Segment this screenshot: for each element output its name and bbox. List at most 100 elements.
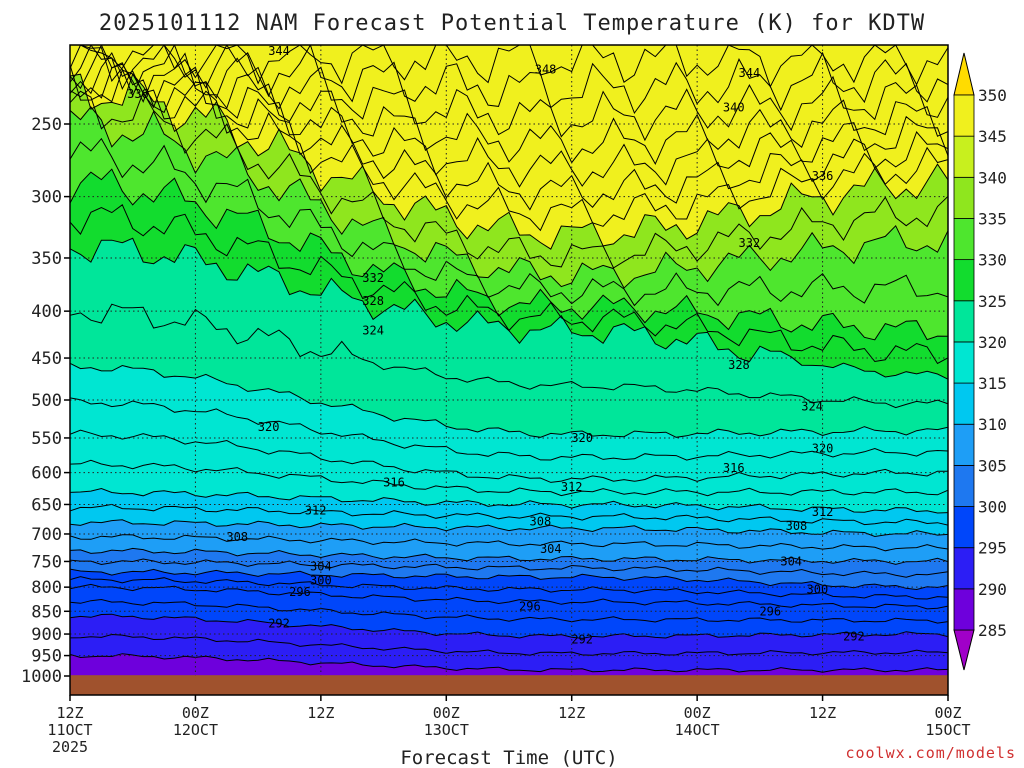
colorbar-segment	[953, 259, 975, 302]
isentrope-310	[70, 503, 948, 526]
chart-title: 2025101112 NAM Forecast Potential Temper…	[99, 11, 925, 36]
credit-text: coolwx.com/models	[845, 744, 1016, 762]
isentrope-326	[70, 204, 948, 365]
colorbar-label: 335	[978, 209, 1007, 228]
contour-label: 304	[540, 542, 562, 556]
colorbar-segment	[953, 341, 975, 384]
contour-label: 296	[289, 585, 311, 599]
x-tick-label: 11OCT	[47, 721, 92, 739]
contour-label: 304	[310, 560, 332, 574]
y-tick-label: 900	[31, 625, 62, 645]
x-tick-label: 12Z	[809, 704, 836, 722]
colorbar-top-arrow	[953, 52, 975, 96]
x-tick-label: 12Z	[307, 704, 334, 722]
contour-label: 292	[843, 629, 865, 643]
colorbar-segment	[953, 423, 975, 466]
contour-label: 344	[268, 44, 290, 58]
y-tick-label: 950	[31, 647, 62, 667]
isentrope-306	[70, 534, 948, 552]
contour-label: 336	[127, 87, 149, 101]
y-tick-label: 850	[31, 602, 62, 622]
colorbar-segment	[953, 218, 975, 261]
grid-lines	[70, 45, 948, 695]
x-tick-label: 12Z	[56, 704, 83, 722]
colorbar-label: 295	[978, 539, 1007, 558]
isentrope-298	[70, 576, 948, 600]
isentrope-318	[70, 397, 948, 461]
colorbar-label: 305	[978, 456, 1007, 475]
x-tick-label: 00Z	[684, 704, 711, 722]
contour-label: 308	[226, 530, 248, 544]
contour-label: 324	[362, 324, 384, 338]
isentrope-316	[70, 429, 948, 483]
y-axis: 250 300 350 400 450 500 550 600 650 700 750 800 850 9…	[21, 115, 70, 687]
contour-label: 316	[723, 461, 745, 475]
colorbar-segment	[953, 588, 975, 631]
colorbar-label: 325	[978, 292, 1007, 311]
contour-label: 292	[268, 617, 290, 631]
contour-label: 332	[362, 271, 384, 285]
y-tick-label: 300	[31, 188, 62, 208]
filled-contour-bands	[70, 45, 948, 695]
contour-label: 316	[383, 475, 405, 489]
colorbar-label: 310	[978, 415, 1007, 434]
colorbar-segment	[953, 176, 975, 219]
colorbar-label: 340	[978, 168, 1007, 187]
isentrope-288	[70, 653, 948, 673]
isentrope-302	[70, 558, 948, 578]
isentrope-294	[70, 598, 948, 624]
colorbar-label: 315	[978, 374, 1007, 393]
y-tick-label: 800	[31, 578, 62, 598]
colorbar-label: 320	[978, 333, 1007, 352]
isentrope-330	[70, 137, 948, 307]
colorbar-label: 330	[978, 251, 1007, 270]
x-tick-label: 13OCT	[424, 721, 469, 739]
y-tick-label: 250	[31, 115, 62, 135]
x-axis-label: Forecast Time (UTC)	[400, 747, 617, 768]
x-tick-label: 00Z	[182, 704, 209, 722]
isentrope-308	[70, 519, 948, 538]
isentrope-296	[70, 583, 948, 610]
isentrope-312	[70, 487, 948, 514]
x-tick-label: 12OCT	[173, 721, 218, 739]
colorbar-segment	[953, 464, 975, 507]
y-tick-label: 750	[31, 552, 62, 572]
contour-label: 336	[812, 169, 834, 183]
y-tick-label: 500	[31, 391, 62, 411]
plot-area: 344 336 348 344 340 336 332 332 328 324 328 324 320 3…	[69, 44, 949, 696]
contour-label: 340	[723, 101, 745, 115]
contour-label: 304	[780, 554, 802, 568]
isentrope-332	[70, 106, 948, 289]
y-tick-label: 400	[31, 302, 62, 322]
colorbar-label: 290	[978, 580, 1007, 599]
isentrope-342	[70, 52, 948, 188]
isentrope-290	[70, 633, 948, 656]
x-tick-label: 00Z	[433, 704, 460, 722]
contour-label: 348	[535, 62, 557, 76]
colorbar-label: 345	[978, 127, 1007, 146]
contour-label: 308	[530, 514, 552, 528]
isentrope-320	[70, 362, 948, 438]
colorbar-label: 300	[978, 498, 1007, 517]
isentrope-292	[70, 613, 948, 639]
x-tick-label: 14OCT	[675, 721, 720, 739]
contour-label: 300	[310, 574, 332, 588]
contour-label: 296	[519, 600, 541, 614]
isentrope-328	[70, 168, 948, 341]
colorbar-segment	[953, 506, 975, 549]
contour-label: 308	[786, 519, 808, 533]
x-tick-label: 12Z	[558, 704, 585, 722]
contour-label: 320	[571, 431, 593, 445]
colorbar-segment	[953, 547, 975, 590]
contour-labels: 344 336 348 344 340 336 332 332 328 324 328 324 320 3…	[127, 44, 865, 647]
isentrope-346	[70, 45, 948, 142]
colorbar-label: 285	[978, 621, 1007, 640]
colorbar-segment	[953, 94, 975, 137]
y-tick-label: 600	[31, 464, 62, 484]
colorbar-label: 350	[978, 86, 1007, 105]
plot-frame	[69, 44, 949, 696]
colorbar-segment	[953, 300, 975, 343]
isentrope-334	[70, 90, 948, 269]
